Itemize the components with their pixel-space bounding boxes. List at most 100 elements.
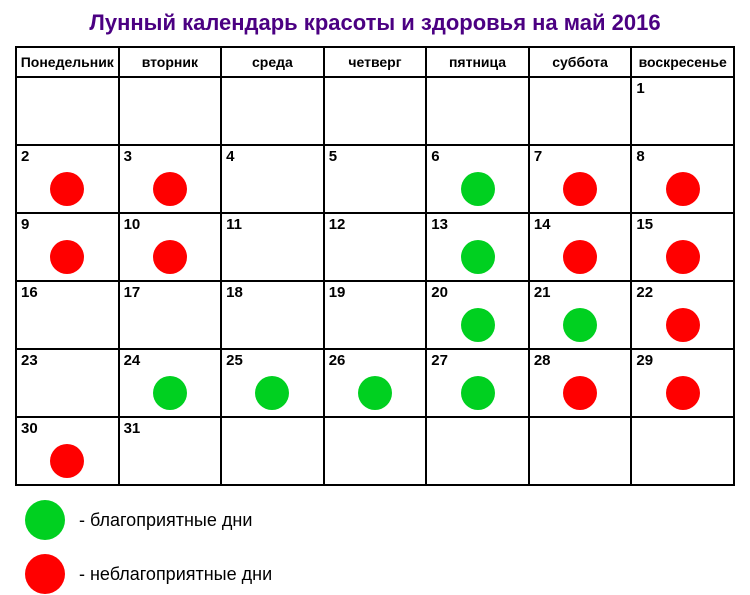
day-number: 27 — [431, 352, 524, 369]
calendar-day-cell — [221, 77, 324, 145]
calendar-day-cell: 4 — [221, 145, 324, 213]
day-number: 6 — [431, 148, 524, 165]
legend-good-label: - благоприятные дни — [79, 510, 252, 531]
day-number: 25 — [226, 352, 319, 369]
calendar-day-cell: 5 — [324, 145, 427, 213]
calendar-day-cell: 23 — [16, 349, 119, 417]
calendar-day-cell: 8 — [631, 145, 734, 213]
day-number: 21 — [534, 284, 627, 301]
good-dot-icon — [461, 376, 495, 410]
bad-dot-icon — [666, 376, 700, 410]
calendar-day-cell: 28 — [529, 349, 632, 417]
calendar-day-cell: 15 — [631, 213, 734, 281]
day-number: 20 — [431, 284, 524, 301]
day-number: 3 — [124, 148, 217, 165]
bad-dot-icon — [666, 240, 700, 274]
calendar-week-row: 16 17 18 19 20 21 22 — [16, 281, 734, 349]
good-dot-icon — [358, 376, 392, 410]
weekday-header: среда — [221, 47, 324, 77]
calendar-day-cell: 13 — [426, 213, 529, 281]
bad-dot-icon — [25, 554, 65, 594]
calendar-week-row: 9 1011 12 13 14 15 — [16, 213, 734, 281]
day-number: 24 — [124, 352, 217, 369]
day-number: 23 — [21, 352, 114, 369]
day-number: 15 — [636, 216, 729, 233]
day-number: 2 — [21, 148, 114, 165]
calendar-day-cell: 17 — [119, 281, 222, 349]
calendar-day-cell — [16, 77, 119, 145]
calendar-week-row: 30 31 — [16, 417, 734, 485]
weekday-header: Понедельник — [16, 47, 119, 77]
calendar-day-cell: 12 — [324, 213, 427, 281]
calendar-day-cell: 16 — [16, 281, 119, 349]
day-number: 13 — [431, 216, 524, 233]
calendar-day-cell: 24 — [119, 349, 222, 417]
calendar-day-cell — [529, 417, 632, 485]
bad-dot-icon — [153, 172, 187, 206]
day-number: 12 — [329, 216, 422, 233]
day-number: 16 — [21, 284, 114, 301]
calendar-day-cell: 29 — [631, 349, 734, 417]
day-number: 19 — [329, 284, 422, 301]
weekday-header: суббота — [529, 47, 632, 77]
calendar-header: Понедельниквторниксредачетвергпятницасуб… — [16, 47, 734, 77]
good-dot-icon — [461, 308, 495, 342]
calendar-week-row: 1 — [16, 77, 734, 145]
legend-good: - благоприятные дни — [25, 500, 735, 540]
day-number: 9 — [21, 216, 114, 233]
bad-dot-icon — [563, 172, 597, 206]
day-number: 31 — [124, 420, 217, 437]
good-dot-icon — [461, 240, 495, 274]
calendar-day-cell — [324, 417, 427, 485]
good-dot-icon — [153, 376, 187, 410]
weekday-header: вторник — [119, 47, 222, 77]
calendar-day-cell — [324, 77, 427, 145]
weekday-header: четверг — [324, 47, 427, 77]
good-dot-icon — [461, 172, 495, 206]
page-title: Лунный календарь красоты и здоровья на м… — [15, 10, 735, 36]
calendar-day-cell: 22 — [631, 281, 734, 349]
calendar-day-cell: 30 — [16, 417, 119, 485]
calendar-day-cell — [119, 77, 222, 145]
calendar-day-cell: 9 — [16, 213, 119, 281]
calendar-day-cell: 19 — [324, 281, 427, 349]
weekday-header: воскресенье — [631, 47, 734, 77]
day-number: 5 — [329, 148, 422, 165]
calendar-day-cell: 1 — [631, 77, 734, 145]
calendar-day-cell: 27 — [426, 349, 529, 417]
day-number: 18 — [226, 284, 319, 301]
bad-dot-icon — [563, 240, 597, 274]
calendar-day-cell: 14 — [529, 213, 632, 281]
calendar-day-cell: 10 — [119, 213, 222, 281]
calendar-week-row: 2345678 — [16, 145, 734, 213]
calendar-day-cell — [426, 77, 529, 145]
day-number: 22 — [636, 284, 729, 301]
calendar-day-cell: 6 — [426, 145, 529, 213]
bad-dot-icon — [666, 308, 700, 342]
good-dot-icon — [25, 500, 65, 540]
bad-dot-icon — [50, 172, 84, 206]
day-number: 1 — [636, 80, 729, 97]
calendar-day-cell: 3 — [119, 145, 222, 213]
calendar-day-cell: 18 — [221, 281, 324, 349]
bad-dot-icon — [50, 240, 84, 274]
calendar-day-cell: 25 — [221, 349, 324, 417]
legend-bad-label: - неблагоприятные дни — [79, 564, 272, 585]
day-number: 30 — [21, 420, 114, 437]
calendar-day-cell — [221, 417, 324, 485]
calendar-day-cell: 26 — [324, 349, 427, 417]
calendar-day-cell — [529, 77, 632, 145]
day-number: 17 — [124, 284, 217, 301]
day-number: 29 — [636, 352, 729, 369]
day-number: 14 — [534, 216, 627, 233]
good-dot-icon — [563, 308, 597, 342]
bad-dot-icon — [666, 172, 700, 206]
calendar-day-cell: 11 — [221, 213, 324, 281]
legend-bad: - неблагоприятные дни — [25, 554, 735, 594]
calendar-week-row: 23 24 25 2627 28 29 — [16, 349, 734, 417]
legend: - благоприятные дни - неблагоприятные дн… — [15, 500, 735, 594]
day-number: 28 — [534, 352, 627, 369]
calendar-day-cell: 20 — [426, 281, 529, 349]
good-dot-icon — [255, 376, 289, 410]
weekday-header: пятница — [426, 47, 529, 77]
